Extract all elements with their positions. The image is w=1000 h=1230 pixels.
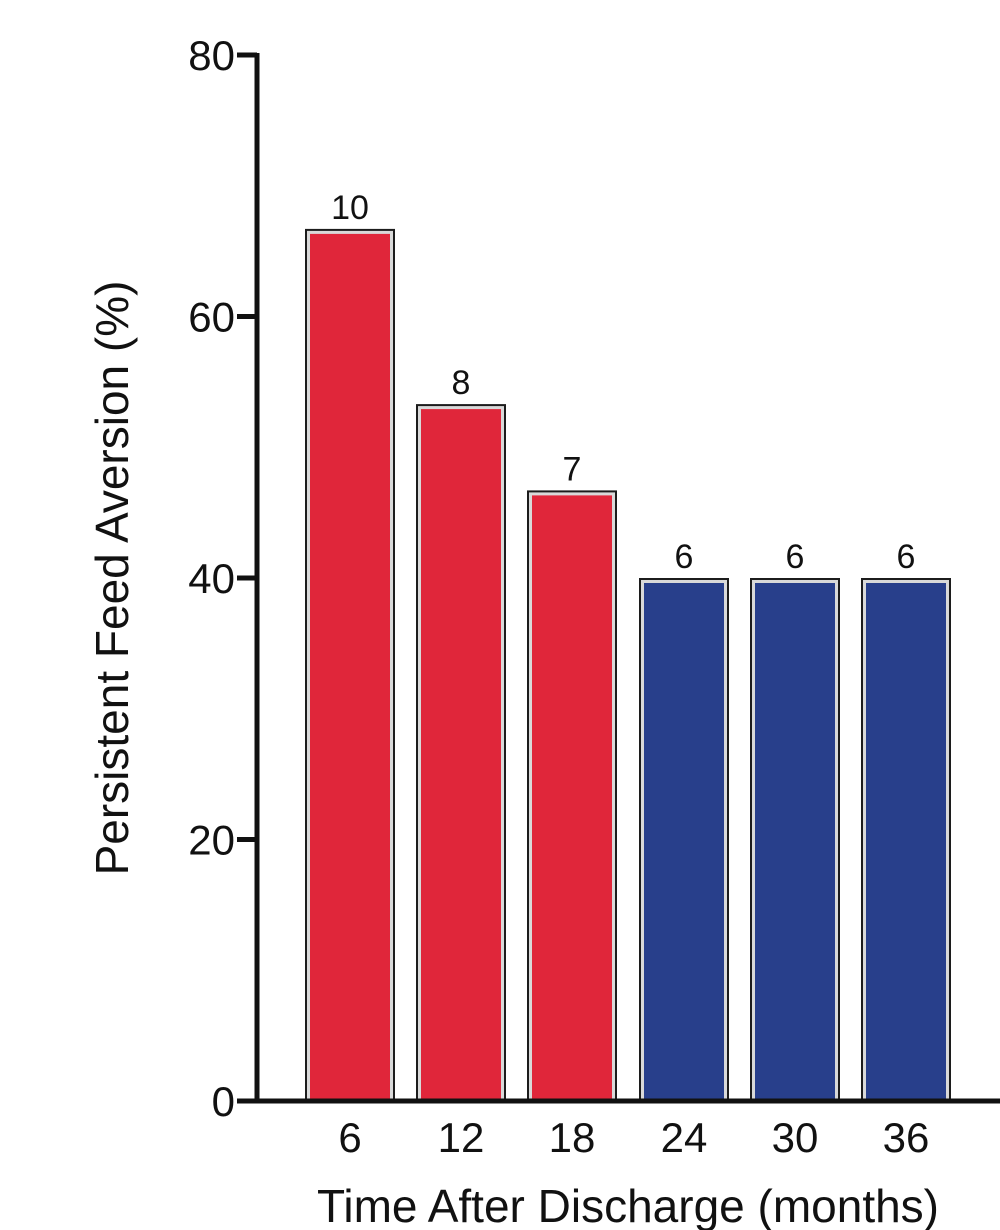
- bar: [755, 583, 835, 1101]
- bar-data-label: 6: [786, 538, 805, 576]
- bar: [532, 495, 612, 1102]
- y-axis: 0 20 40 60 80: [188, 32, 260, 1125]
- bar: [644, 583, 724, 1101]
- y-tick-label: 60: [188, 294, 235, 341]
- bar: [421, 409, 501, 1101]
- bar-data-label: 6: [897, 538, 916, 576]
- y-tick-label: 20: [188, 817, 235, 864]
- bar: [866, 583, 946, 1101]
- bar: [310, 233, 390, 1101]
- y-tick-label: 0: [212, 1078, 235, 1125]
- x-tick-label: 24: [661, 1114, 708, 1161]
- x-tick-label: 30: [772, 1114, 819, 1161]
- y-axis-title: Persistent Feed Aversion (%): [86, 281, 138, 876]
- x-tick-label: 6: [338, 1114, 361, 1161]
- bar-data-label: 7: [563, 450, 582, 488]
- x-axis-title: Time After Discharge (months): [317, 1180, 939, 1230]
- y-tick-label: 80: [188, 32, 235, 79]
- x-tick-label: 12: [438, 1114, 485, 1161]
- bars-group: 10 8 7 6 6 6: [305, 189, 951, 1102]
- x-axis: 6 12 18 24 30 36: [255, 1098, 1000, 1161]
- bar-data-label: 8: [452, 364, 471, 402]
- x-tick-label: 36: [883, 1114, 930, 1161]
- bar-data-label: 10: [331, 189, 369, 227]
- bar-data-label: 6: [675, 538, 694, 576]
- y-tick-label: 40: [188, 555, 235, 602]
- x-tick-label: 18: [549, 1114, 596, 1161]
